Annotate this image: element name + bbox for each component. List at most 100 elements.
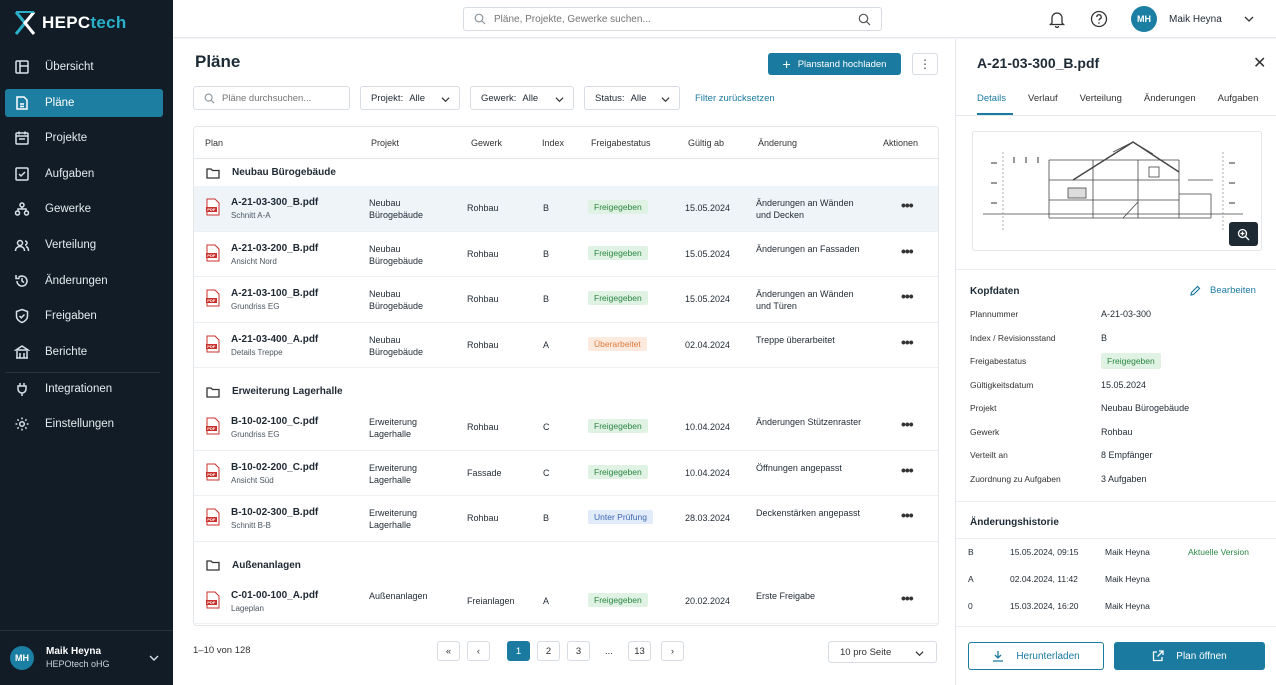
more-options-button[interactable]: ⋮ [912,53,938,75]
tab-verlauf[interactable]: Verlauf [1028,93,1058,104]
page-button[interactable]: 13 [628,641,651,661]
index-cell: B [543,294,550,304]
pdf-icon: PDF [206,244,220,261]
table-row[interactable]: PDF B-10-02-300_B.pdf Schnitt B-B Erweiteru… [194,496,938,542]
zoom-button[interactable] [1229,222,1258,246]
sidebar-item-integrationen[interactable]: Integrationen [5,375,163,403]
sidebar-user[interactable]: MH Maik Heyna HEPOtech oHG [0,630,173,685]
tab-verteilung[interactable]: Verteilung [1079,93,1122,104]
column-header[interactable]: Änderung [758,137,798,148]
user-menu[interactable]: MH Maik Heyna [1131,6,1254,32]
global-search-input[interactable] [494,13,844,25]
table-row[interactable]: PDF C-01-00-100_A.pdf Lageplan Außenanlagen… [194,579,938,624]
row-actions-icon[interactable]: ••• [901,197,914,213]
filter-project[interactable]: Projekt: Alle [360,86,460,110]
edit-button[interactable]: Bearbeiten [1190,285,1256,296]
file-name[interactable]: B-10-02-300_B.pdf [231,507,319,518]
sidebar-item-projekte[interactable]: Projekte [5,124,163,152]
close-icon[interactable]: ✕ [1253,55,1267,72]
project-group-header[interactable]: Erweiterung Lagerhalle [194,378,938,405]
filter-trade[interactable]: Gewerk: Alle [470,86,574,110]
sidebar-item-label: Berichte [45,345,88,358]
row-actions-icon[interactable]: ••• [901,242,914,259]
row-actions-icon[interactable]: ••• [901,416,914,432]
sidebar-item-einstellungen[interactable]: Einstellungen [5,410,163,438]
topbar: MH Maik Heyna [173,0,1276,38]
help-icon[interactable] [1090,10,1108,28]
column-header[interactable]: Plan [205,137,224,148]
sidebar-item-pläne[interactable]: Pläne [5,88,163,117]
sidebar-item-freigaben[interactable]: Freigaben [5,302,163,330]
index-cell: B [543,248,550,259]
page-button[interactable]: 3 [567,641,590,661]
plan-search-input[interactable] [222,92,342,104]
page-button[interactable]: › [661,641,684,661]
table-row[interactable]: PDF A-21-03-100_B.pdf Grundriss EG Neubau B… [194,277,938,323]
column-header[interactable]: Index [542,137,565,148]
file-name[interactable]: B-10-02-100_C.pdf [231,416,319,427]
tab-aufgaben[interactable]: Aufgaben [1217,93,1259,104]
sidebar-item-verteilung[interactable]: Verteilung [5,231,163,259]
page-button[interactable]: ‹ [467,641,490,661]
sidebar-item-übersicht[interactable]: Übersicht [5,53,163,81]
download-label: Herunterladen [1016,650,1080,662]
table-row[interactable]: PDF A-21-03-200_B.pdf Ansicht Nord Neubau B… [194,232,938,277]
upload-button[interactable]: + Planstand hochladen [768,53,901,75]
per-page-select[interactable]: 10 pro Seite [828,641,937,663]
history-datetime: 15.03.2024, 16:20 [1010,601,1079,611]
sidebar-item-gewerke[interactable]: Gewerke [5,195,163,223]
open-plan-label: Plan öffnen [1176,650,1227,662]
column-header[interactable]: Freigabestatus [591,137,651,148]
history-entry[interactable]: 0 15.03.2024, 16:20 Maik Heyna [968,601,1268,613]
table-row[interactable]: PDF B-10-02-100_C.pdf Grundriss EG Erweiter… [194,405,938,451]
search-icon [204,93,215,103]
sidebar-item-label: Gewerke [45,203,92,216]
history-entry[interactable]: B 15.05.2024, 09:15 Maik Heyna Aktuelle Ver… [968,547,1268,559]
logo[interactable]: HEPCtech [14,10,127,36]
table-header: Plan Projekt Gewerk Index Freigabestatus… [194,127,938,159]
column-header[interactable]: Gültig ab [688,137,725,148]
file-name[interactable]: A-21-03-200_B.pdf [231,242,319,254]
file-name[interactable]: A-21-03-300_B.pdf [231,197,319,208]
row-actions-icon[interactable]: ••• [901,589,914,606]
status-badge: Freigegeben [588,245,648,260]
column-header[interactable]: Projekt [371,137,400,148]
page-button[interactable]: 1 [507,641,530,661]
row-actions-icon[interactable]: ••• [901,461,914,478]
sidebar-item-aufgaben[interactable]: Aufgaben [5,160,163,188]
project-group-header[interactable]: Neubau Bürogebäude [194,159,938,186]
history-datetime: 15.05.2024, 09:15 [1010,547,1079,557]
page-button[interactable]: 2 [537,641,560,661]
page-button[interactable]: « [437,641,460,661]
filter-status[interactable]: Status: Alle [584,86,680,110]
row-actions-icon[interactable]: ••• [901,507,914,523]
bell-icon[interactable] [1048,10,1066,28]
download-button[interactable]: Herunterladen [968,642,1104,670]
open-plan-button[interactable]: Plan öffnen [1114,642,1265,670]
tab-details[interactable]: Details [977,93,1007,104]
table-row[interactable]: PDF B-10-02-200_C.pdf Ansicht Süd Erweiteru… [194,451,938,496]
table-row[interactable]: PDF A-21-03-300_B.pdf Schnitt A-A Neubau Bü… [194,186,938,232]
chevron-down-icon[interactable] [149,653,159,663]
column-header[interactable]: Gewerk [471,137,503,148]
global-search[interactable] [463,7,882,31]
table-row[interactable]: PDF A-21-03-400_A.pdf Details Treppe Neubau… [194,323,938,368]
plans-icon [16,95,28,110]
plan-thumbnail[interactable] [972,131,1262,251]
reset-filters-link[interactable]: Filter zurücksetzen [695,93,775,104]
file-name[interactable]: A-21-03-100_B.pdf [231,288,319,299]
file-name[interactable]: B-10-02-200_C.pdf [231,461,319,473]
plan-search[interactable] [193,86,350,110]
sidebar-item-berichte[interactable]: Berichte [5,338,163,366]
field-value: 3 Aufgaben [1101,473,1147,484]
row-actions-icon[interactable]: ••• [901,288,914,304]
file-name[interactable]: A-21-03-400_A.pdf [231,333,319,345]
file-name[interactable]: C-01-00-100_A.pdf [231,589,319,601]
sidebar-item-änderungen[interactable]: Änderungen [5,267,163,295]
search-submit-icon[interactable] [858,13,871,26]
tab-änderungen[interactable]: Änderungen [1143,93,1196,104]
history-entry[interactable]: A 02.04.2024, 11:42 Maik Heyna [968,574,1268,586]
project-group-header[interactable]: Außenanlagen [194,552,938,579]
divider [956,269,1276,270]
row-actions-icon[interactable]: ••• [901,333,914,350]
